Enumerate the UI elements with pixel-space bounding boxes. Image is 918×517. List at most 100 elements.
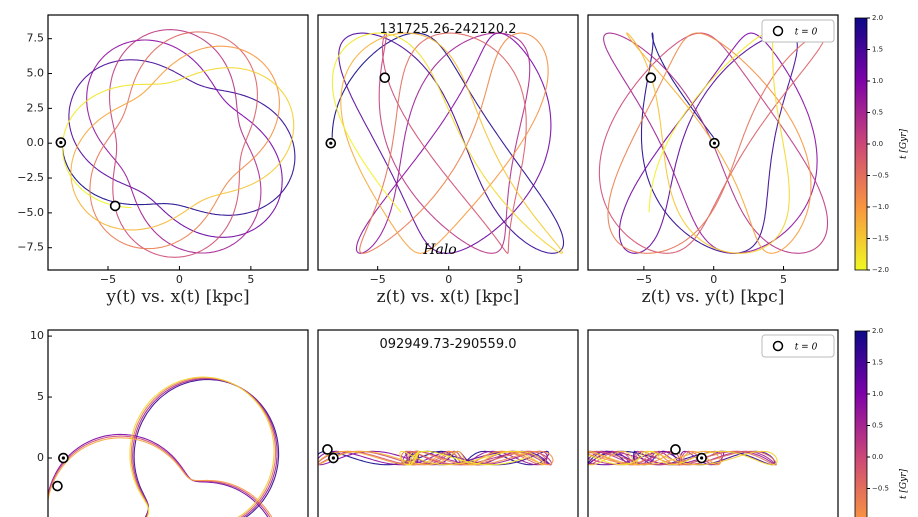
orbit-segment — [506, 107, 525, 203]
orbit-segment — [368, 32, 438, 46]
orbit-segment — [667, 103, 700, 200]
orbit-segment — [400, 109, 471, 206]
orbit-segment — [373, 451, 448, 466]
y-tick-label: 5 — [37, 390, 44, 403]
orbit-segment — [133, 450, 149, 504]
orbit-segment — [511, 126, 527, 218]
orbit-segment — [657, 53, 715, 139]
orbit-segment — [446, 450, 470, 465]
orbit-segment — [433, 451, 526, 466]
orbit-segment — [421, 208, 471, 254]
orbit-segment — [70, 175, 132, 209]
orbit-segment — [639, 451, 703, 466]
orbit-segment — [386, 130, 407, 222]
orbit-segment — [182, 228, 250, 254]
orbit-segment — [523, 50, 552, 134]
orbit-segment — [77, 435, 161, 451]
orbit-segment — [89, 141, 107, 206]
orbit-segment — [237, 148, 244, 196]
orbit-segment — [78, 83, 140, 109]
orbit-segment — [461, 135, 507, 225]
orbit-segment — [403, 198, 440, 253]
orbit-segment — [200, 479, 259, 501]
y-tick-label: −7.5 — [17, 241, 44, 254]
orbit-segment — [588, 450, 655, 466]
colorbar-tick-label: 1.0 — [872, 390, 883, 398]
orbit-segment — [495, 202, 508, 254]
orbit-segment — [139, 77, 184, 86]
orbit — [55, 29, 296, 258]
orbit-segment — [607, 123, 641, 217]
orbit-segment — [744, 200, 809, 254]
orbit-segment — [237, 509, 249, 517]
orbit-segment — [502, 133, 552, 224]
orbit-segment — [116, 162, 137, 204]
orbit-segment — [355, 200, 384, 253]
orbit-segment — [652, 451, 734, 466]
orbit-segment — [396, 40, 424, 113]
orbit-segment — [225, 65, 239, 120]
orbit-segment — [175, 462, 201, 482]
colorbar-tick-label: 0.5 — [872, 422, 883, 430]
x-axis-label: z(t) vs. y(t) [kpc] — [642, 287, 785, 307]
orbit-segment — [541, 196, 565, 253]
colorbar-tick-label: 2.0 — [872, 14, 883, 22]
orbit-segment — [529, 210, 563, 254]
orbit-segment — [698, 121, 749, 215]
x-tick-label: 0 — [176, 273, 183, 286]
start-dot — [329, 141, 333, 145]
orbit-segment — [219, 94, 256, 126]
x-tick-label: 0 — [710, 273, 717, 286]
orbit-segment — [435, 219, 496, 254]
orbit-segment — [405, 49, 453, 131]
orbit-segment — [517, 451, 545, 466]
orbit-segment — [232, 137, 271, 178]
legend-label: t = 0 — [795, 343, 818, 353]
start-dot — [331, 456, 335, 460]
orbit-segment — [640, 198, 669, 253]
orbit-segment — [470, 450, 529, 465]
orbit-segment — [75, 59, 140, 90]
orbit-segment — [409, 43, 454, 120]
colorbar-tick-label: 1.5 — [872, 46, 883, 54]
orbit-segment — [603, 32, 629, 51]
orbit-segment — [617, 39, 682, 111]
orbit-segment — [129, 378, 188, 448]
orbit-segment — [437, 42, 480, 117]
orbit-segment — [651, 450, 688, 466]
orbit-segment — [107, 437, 177, 464]
orbit-segment — [738, 212, 789, 254]
orbit-segment — [772, 208, 809, 254]
orbit-segment — [318, 450, 379, 464]
orbit-segment — [759, 47, 821, 127]
colorbar-tick-label: −1.0 — [872, 203, 889, 211]
orbit-segment — [588, 458, 610, 465]
orbit-segment — [640, 101, 657, 198]
orbit-segment — [222, 36, 258, 97]
orbit-segment — [348, 32, 410, 45]
orbit-segment — [638, 450, 680, 465]
start-dot — [61, 456, 65, 460]
orbit-segment — [108, 73, 116, 133]
orbit-segment — [357, 220, 388, 254]
orbit-segment — [457, 450, 540, 465]
orbit-segment — [112, 132, 118, 177]
orbit-segment — [242, 96, 258, 150]
orbit-segment — [132, 473, 150, 512]
orbit — [598, 32, 829, 254]
orbit-segment — [752, 40, 807, 113]
orbit-segment — [272, 134, 296, 202]
orbit-segment — [183, 52, 221, 96]
panel-frame — [47, 14, 309, 271]
orbit-segment — [661, 217, 709, 254]
orbit-segment — [469, 204, 508, 254]
orbit-segment — [452, 119, 514, 214]
orbit-segment — [382, 105, 454, 202]
colorbar-tick-label: −0.5 — [872, 485, 889, 493]
orbit-segment — [252, 423, 280, 513]
orbit-segment — [628, 450, 660, 465]
orbit-segment — [707, 125, 761, 219]
orbit-segment — [151, 48, 202, 85]
orbit-segment — [654, 450, 720, 465]
